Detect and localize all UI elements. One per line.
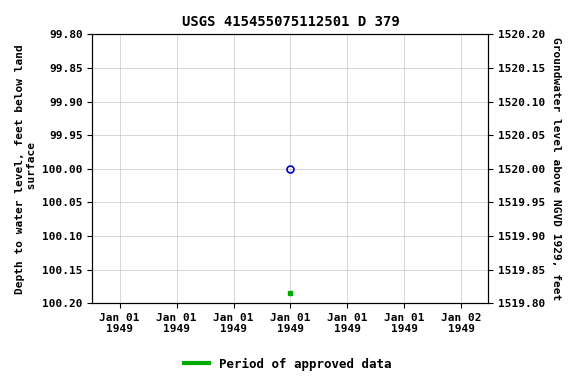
Y-axis label: Groundwater level above NGVD 1929, feet: Groundwater level above NGVD 1929, feet	[551, 37, 561, 300]
Y-axis label: Depth to water level, feet below land
 surface: Depth to water level, feet below land su…	[15, 44, 37, 294]
Title: USGS 415455075112501 D 379: USGS 415455075112501 D 379	[181, 15, 399, 29]
Legend: Period of approved data: Period of approved data	[179, 353, 397, 376]
